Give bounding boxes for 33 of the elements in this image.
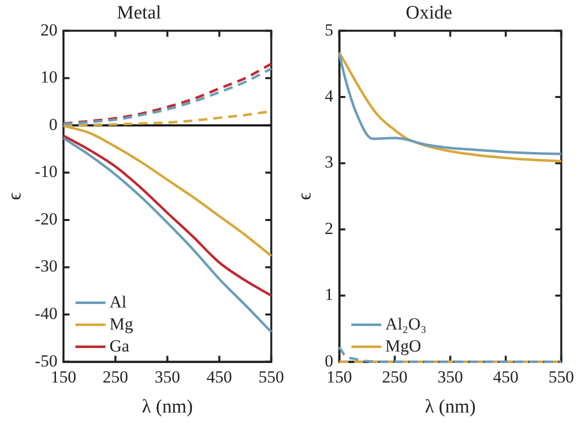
x-tick-label: 550 — [258, 367, 284, 386]
legend-label: Al — [109, 292, 127, 312]
chart-title: Metal — [116, 2, 162, 24]
legend-label: MgO — [385, 336, 422, 356]
y-axis-title: ϵ — [4, 192, 26, 200]
y-axis-title: ϵ — [294, 192, 316, 200]
y-tick-label: 1 — [324, 285, 334, 304]
y-tick-label: 10 — [40, 68, 58, 87]
y-tick-label: -20 — [34, 209, 58, 228]
line-series — [62, 134, 272, 297]
legend-label: Ga — [109, 336, 130, 356]
x-tick-label: 450 — [206, 367, 232, 386]
x-axis-title: λ (nm) — [142, 396, 193, 418]
y-tick-label: 20 — [40, 20, 58, 40]
y-tick-label: -30 — [34, 256, 58, 276]
x-tick-label: 350 — [154, 367, 180, 386]
x-tick-label: 250 — [382, 367, 408, 386]
y-tick-label: 4 — [324, 86, 334, 106]
y-tick-label: 2 — [324, 218, 334, 238]
x-tick-label: 350 — [438, 367, 464, 386]
legend-label: Mg — [109, 314, 134, 334]
x-tick-label: 250 — [102, 367, 128, 386]
x-tick-label: 550 — [548, 367, 574, 386]
y-tick-label: 5 — [324, 20, 334, 40]
x-axis-title: λ (nm) — [424, 396, 476, 418]
chart-title: Oxide — [406, 2, 452, 24]
legend-label: Al₂O₃ — [385, 314, 427, 334]
y-tick-label: 0 — [48, 114, 58, 134]
x-tick-label: 450 — [493, 367, 519, 386]
y-tick-label: -40 — [34, 304, 58, 323]
line-series — [62, 136, 272, 334]
y-tick-label: -10 — [34, 162, 58, 182]
y-tick-label: 3 — [324, 152, 334, 172]
